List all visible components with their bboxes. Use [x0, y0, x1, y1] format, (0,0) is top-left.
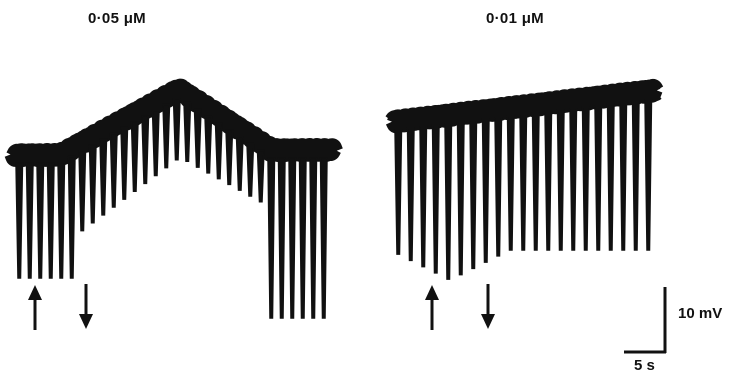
right-deflection — [431, 123, 440, 274]
left-arrow-down-icon — [79, 284, 93, 329]
right-deflection — [419, 125, 428, 268]
left-deflection — [277, 157, 286, 319]
left-deflection — [183, 101, 192, 163]
left-deflection — [246, 142, 255, 197]
left-membrane-potential-trace — [4, 78, 343, 319]
right-deflection — [506, 114, 515, 251]
left-deflection — [36, 162, 45, 279]
left-deflection — [99, 138, 108, 216]
right-deflection — [494, 116, 503, 257]
left-deflection — [25, 162, 34, 279]
panel-left-label: 0·05 μM — [88, 10, 146, 27]
right-deflection — [531, 111, 540, 251]
left-deflection — [204, 115, 213, 174]
right-deflection — [581, 105, 590, 251]
panel-right-label: 0·01 μM — [486, 10, 544, 27]
left-deflection — [288, 157, 297, 319]
left-deflection — [225, 129, 234, 186]
left-deflection — [78, 149, 87, 232]
right-deflection — [606, 102, 615, 251]
left-arrow-up-icon — [28, 285, 42, 330]
right-deflection — [456, 120, 465, 276]
left-deflection — [172, 97, 181, 161]
right-deflection — [631, 99, 640, 251]
right-deflection — [569, 107, 578, 251]
left-deflection — [309, 157, 318, 319]
left-deflection — [120, 126, 129, 200]
left-deflection — [235, 136, 244, 191]
right-membrane-potential-trace — [383, 78, 665, 280]
left-deflection — [88, 144, 97, 224]
left-deflection — [298, 157, 307, 319]
right-deflection — [594, 104, 603, 251]
right-plateau — [383, 78, 665, 134]
right-deflection — [481, 117, 490, 263]
scale-bar-voltage-label: 10 mV — [678, 305, 723, 322]
left-deflection — [267, 157, 276, 319]
right-deflection — [619, 101, 628, 251]
left-deflection — [151, 109, 160, 177]
left-deflection — [67, 155, 76, 279]
right-deflection — [519, 113, 528, 251]
left-deflection — [193, 108, 202, 168]
left-deflection — [130, 121, 139, 192]
right-deflection — [544, 110, 553, 251]
right-deflection — [469, 119, 478, 270]
right-deflection — [406, 126, 415, 262]
left-deflection — [319, 157, 328, 319]
scale-bar — [624, 287, 667, 354]
left-deflection — [162, 103, 171, 169]
right-arrow-down-icon — [481, 284, 495, 329]
left-deflection — [57, 161, 66, 279]
left-deflection — [46, 162, 55, 279]
right-deflection — [644, 98, 653, 251]
scale-bar-time-label: 5 s — [634, 357, 655, 374]
left-deflection — [141, 115, 150, 185]
left-deflection — [15, 162, 24, 279]
right-arrow-up-icon — [425, 285, 439, 330]
left-deflection — [109, 132, 118, 208]
left-deflection — [214, 122, 223, 180]
right-deflection — [444, 122, 453, 280]
right-deflection — [394, 128, 403, 255]
left-plateau — [4, 78, 343, 167]
right-deflection — [556, 108, 565, 251]
left-deflection — [256, 149, 265, 203]
